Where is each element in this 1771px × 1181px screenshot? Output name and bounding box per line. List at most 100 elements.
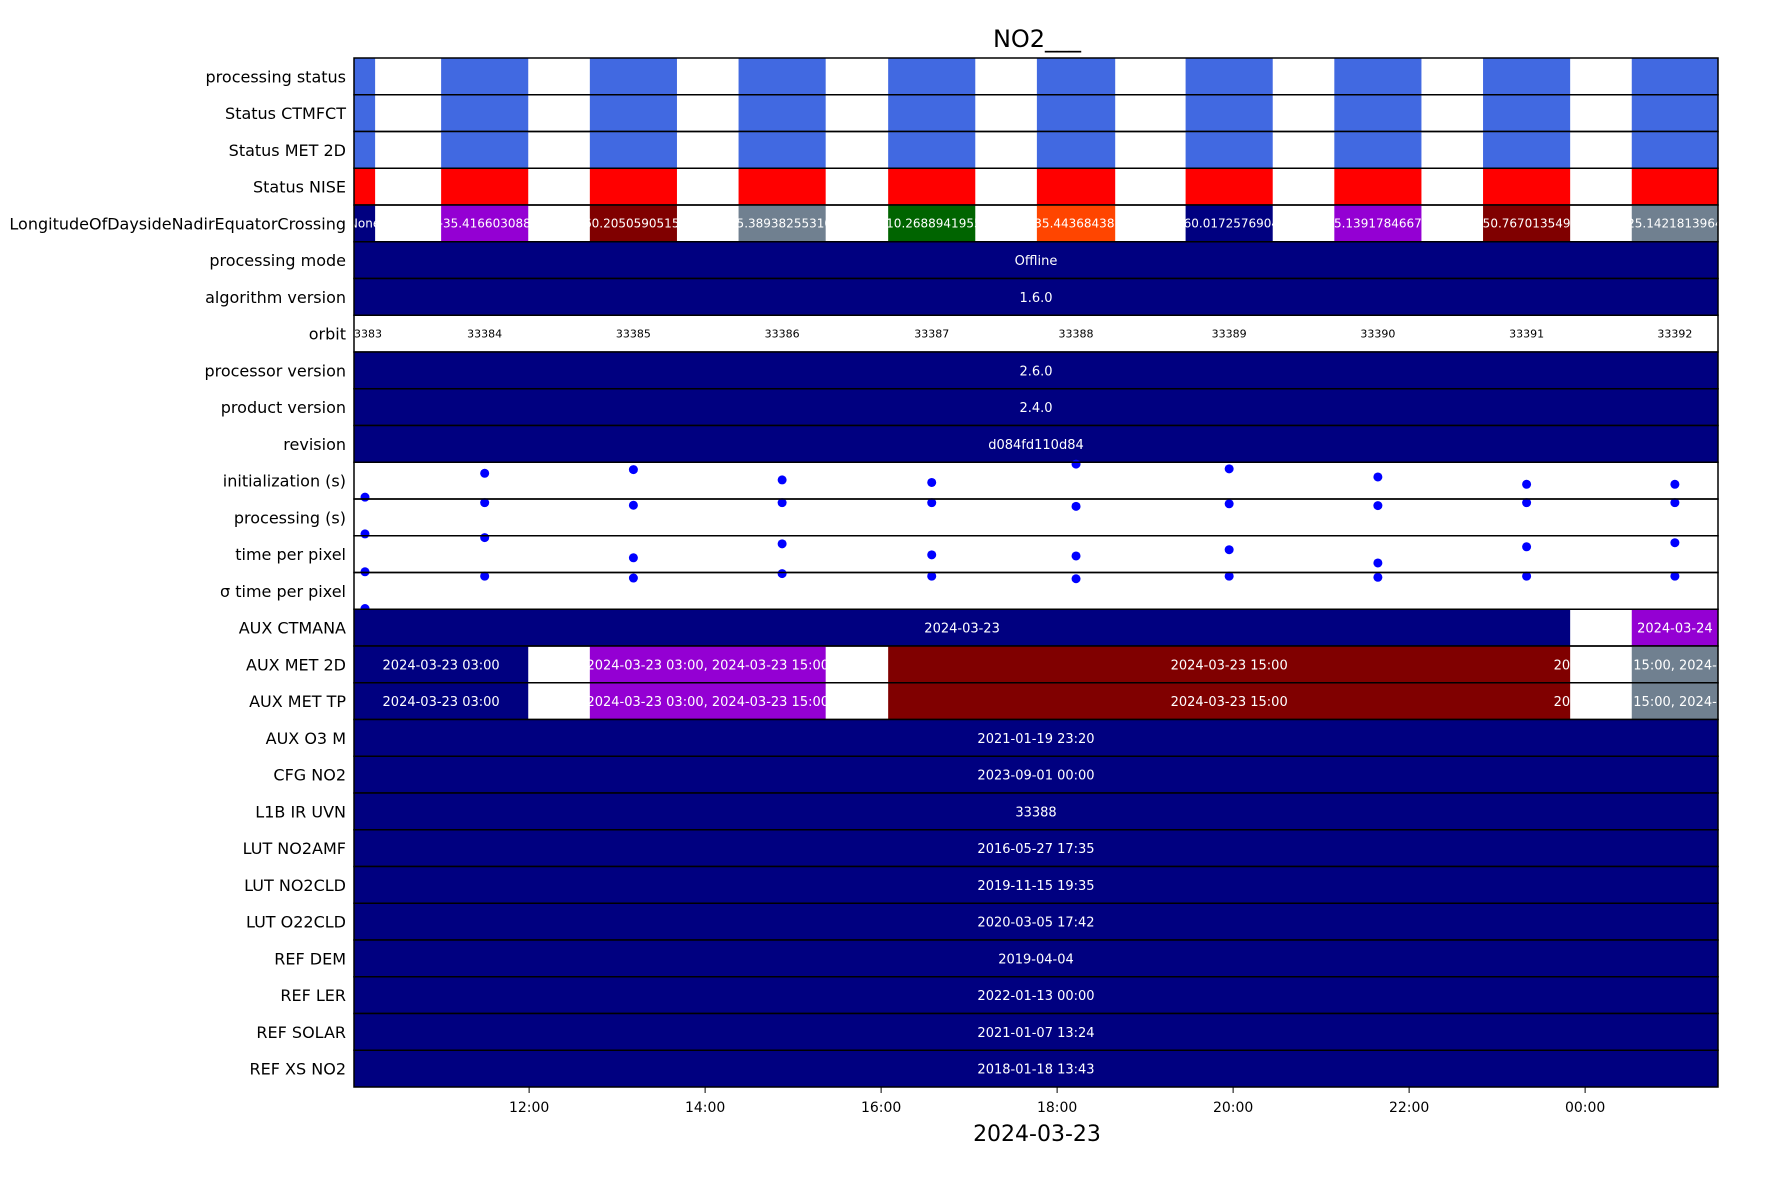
timeline-row [353, 459, 1719, 502]
scatter-point [1522, 498, 1532, 508]
orbit-bar [354, 58, 376, 95]
orbit-bar [354, 205, 376, 242]
orbit-bar [1334, 168, 1422, 205]
orbit-number: 33389 [1212, 328, 1247, 341]
orbit-bar [1483, 205, 1571, 242]
scatter-point [1373, 501, 1383, 511]
timeline-row [353, 498, 1719, 539]
chart-title: NO2___ [993, 25, 1082, 53]
span-bar-label: 2024-03-23 03:00, 2024-03-23 15:00 [586, 695, 829, 710]
span-bar [354, 682, 529, 720]
scatter-point [628, 465, 638, 475]
row-label: LUT O22CLD [246, 913, 346, 932]
timeline-row: 2020-03-05 17:42 [353, 902, 1719, 941]
row-label: processing mode [209, 251, 346, 270]
row-label: CFG NO2 [273, 766, 346, 785]
scatter-point [360, 529, 370, 539]
orbit-number: 33392 [1657, 328, 1692, 341]
span-bar-label: 2016-05-27 17:35 [977, 842, 1094, 857]
orbit-bar [441, 168, 529, 205]
timeline-row: 2.4.0 [353, 388, 1719, 427]
scatter-point [1224, 571, 1234, 581]
orbit-bar [1185, 168, 1273, 205]
orbit-bar [888, 205, 976, 242]
x-tick-label: 14:00 [685, 1100, 725, 1116]
row-label: AUX MET 2D [246, 655, 346, 674]
timeline-row [353, 167, 1719, 206]
span-bar [589, 682, 826, 720]
orbit-bar [589, 58, 677, 95]
x-axis: 12:00 14:00 16:00 18:00 20:00 22:00 00:00 [509, 1087, 1605, 1116]
row-label: AUX O3 M [266, 729, 346, 748]
span-bar [354, 976, 1718, 1014]
orbit-bar [354, 131, 376, 169]
orbit-bar [738, 205, 826, 242]
span-bar-label: 2024-03-24 [1637, 622, 1713, 637]
span-bar-label: 2024-03-23 03:00, 2024-03-23 15:00 [586, 658, 829, 673]
span-bar [354, 756, 1718, 793]
orbit-bar [1036, 94, 1116, 132]
span-bar-label: 2024-03-23 03:00 [383, 658, 500, 673]
scatter-point [927, 550, 937, 560]
scatter-point [480, 468, 490, 478]
span-bar [354, 609, 1571, 646]
span-bar-label: 2.6.0 [1019, 364, 1052, 379]
span-bar [1631, 646, 1718, 683]
timeline-row: 1.6.0 [353, 277, 1719, 316]
orbit-bar [888, 94, 976, 132]
scatter-point [1670, 479, 1680, 489]
timeline-row [353, 533, 1719, 577]
orbit-bar [1334, 131, 1422, 169]
scatter-point [1071, 574, 1081, 584]
row-label: initialization (s) [223, 472, 346, 491]
row-label: LUT NO2AMF [243, 839, 346, 858]
scatter-point [1071, 501, 1081, 511]
span-bar-label: 2024-03-23 15:00, 2024-03-24 03:00 [1554, 695, 1771, 710]
timeline-row: None -35.416603088 -60.20505905151 -85.3893… [353, 204, 1719, 243]
orbit-bar [589, 94, 677, 132]
orbit-bar [1036, 131, 1116, 169]
orbit-number: 33387 [914, 328, 949, 341]
row-label: σ time per pixel [220, 582, 346, 601]
span-bar-label: 2019-11-15 19:35 [977, 879, 1094, 894]
span-bar [888, 682, 1571, 720]
span-bar-label: 2024-03-23 [924, 622, 1000, 637]
x-tick-label: 16:00 [861, 1100, 901, 1116]
orbit-bar [1036, 168, 1116, 205]
timeline-row [353, 569, 1719, 614]
scatter-point [480, 571, 490, 581]
orbit-bar [1631, 58, 1718, 95]
span-bar [354, 829, 1718, 867]
row-label: time per pixel [235, 545, 346, 564]
orbit-bar [589, 205, 677, 242]
orbit-bar [1483, 94, 1571, 132]
timeline-row: 2023-09-01 00:00 [353, 755, 1719, 794]
row-label: REF LER [280, 986, 346, 1005]
orbit-bar [354, 168, 376, 205]
span-bar-label: Offline [1015, 254, 1058, 269]
span-bar-label: 2021-01-19 23:20 [977, 732, 1094, 747]
timeline-row: 2021-01-19 23:20 [353, 718, 1719, 757]
orbit-bar [1036, 205, 1116, 242]
span-bar [354, 388, 1718, 426]
scatter-point [1373, 558, 1383, 568]
row-labels: processing status Status CTMFCT Status MET… [9, 67, 346, 1078]
orbit-bar [441, 94, 529, 132]
scatter-point [1522, 571, 1532, 581]
scatter-point [1071, 459, 1081, 469]
span-bar-label: 2020-03-05 17:42 [977, 916, 1094, 931]
orbit-bar [1334, 94, 1422, 132]
row-label: AUX MET TP [249, 692, 346, 711]
row-label: Status CTMFCT [225, 104, 346, 123]
x-tick-label: 00:00 [1565, 1100, 1605, 1116]
timeline-row: 2019-11-15 19:35 [353, 865, 1719, 904]
row-frame [353, 461, 1719, 500]
orbit-bar [738, 168, 826, 205]
scatter-point [777, 569, 787, 579]
timeline-row: 2024-03-23 03:00 2024-03-23 03:00, 2024-0… [353, 682, 1771, 721]
row-label: LongitudeOfDaysideNadirEquatorCrossing [9, 214, 346, 233]
orbit-bar [1631, 205, 1718, 242]
span-bar-label: 2018-01-18 13:43 [977, 1063, 1094, 1078]
timeline-row: 2024-03-23 03:00 2024-03-23 03:00, 2024-0… [353, 645, 1771, 684]
scatter-point [360, 492, 370, 502]
